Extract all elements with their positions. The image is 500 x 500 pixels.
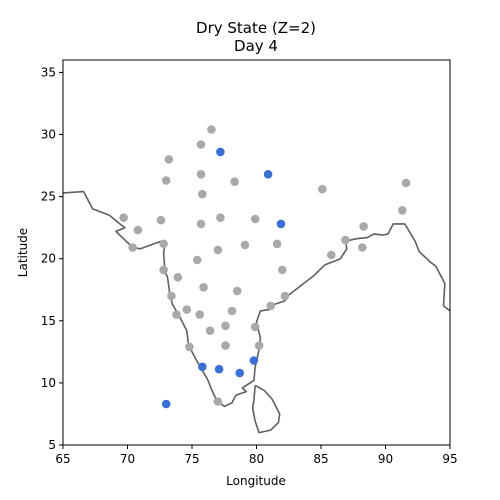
active-station-point-6 xyxy=(214,364,224,374)
y-tick-label: 30 xyxy=(41,128,56,142)
x-tick-label: 95 xyxy=(442,452,457,466)
station-point-23 xyxy=(341,235,350,245)
station-point-19 xyxy=(159,239,168,249)
x-tick-label: 80 xyxy=(249,452,264,466)
station-point-8 xyxy=(318,184,327,194)
station-point-6 xyxy=(230,177,239,186)
active-station-point-4 xyxy=(249,356,259,365)
station-point-39 xyxy=(205,326,215,336)
station-point-33 xyxy=(280,291,290,301)
station-point-18 xyxy=(128,243,137,252)
station-point-28 xyxy=(173,273,183,282)
x-axis-ticks: 65 70 75 80 85 90 95 xyxy=(55,445,458,466)
active-station-point-7 xyxy=(235,368,244,378)
coastline-1 xyxy=(62,190,451,408)
station-point-32 xyxy=(167,291,176,301)
station-point-9 xyxy=(401,178,411,188)
station-point-15 xyxy=(250,214,260,224)
station-point-16 xyxy=(359,222,368,231)
coastline-layer xyxy=(62,190,451,434)
active-station-point-3 xyxy=(276,219,286,229)
station-point-43 xyxy=(221,341,230,350)
x-axis-label: Longitude xyxy=(226,474,286,488)
station-point-38 xyxy=(227,306,237,316)
x-tick-label: 85 xyxy=(313,452,328,466)
station-point-13 xyxy=(196,219,206,229)
station-point-36 xyxy=(182,305,192,314)
active-station-point-1 xyxy=(216,147,225,157)
station-point-2 xyxy=(196,140,206,149)
station-point-17 xyxy=(398,206,407,215)
chart-title: Dry State (Z=2) xyxy=(196,19,316,37)
station-point-40 xyxy=(221,321,230,331)
station-point-4 xyxy=(161,176,171,185)
station-point-3 xyxy=(164,155,174,164)
station-point-44 xyxy=(254,341,264,350)
station-point-45 xyxy=(213,397,223,406)
active-station-point-8 xyxy=(161,399,171,409)
station-point-34 xyxy=(266,301,276,311)
station-point-5 xyxy=(196,170,206,179)
station-point-7 xyxy=(198,189,207,199)
station-point-26 xyxy=(192,255,202,265)
station-point-42 xyxy=(185,342,194,352)
station-point-30 xyxy=(199,283,208,292)
y-axis-label: Latitude xyxy=(16,228,30,277)
y-tick-label: 35 xyxy=(41,65,56,79)
active-station-point-5 xyxy=(198,362,207,372)
station-point-25 xyxy=(327,250,336,260)
y-tick-label: 15 xyxy=(41,314,56,328)
station-point-21 xyxy=(240,240,250,250)
x-tick-label: 70 xyxy=(120,452,135,466)
station-point-12 xyxy=(133,225,143,235)
station-point-11 xyxy=(156,215,166,225)
station-point-14 xyxy=(216,213,225,222)
plot-area-frame xyxy=(62,59,451,446)
x-tick-label: 90 xyxy=(378,452,393,466)
station-point-22 xyxy=(272,239,282,249)
active-station-point-2 xyxy=(263,170,273,179)
station-point-35 xyxy=(172,310,181,319)
station-point-20 xyxy=(213,245,223,255)
x-tick-label: 75 xyxy=(184,452,199,466)
station-point-31 xyxy=(232,286,242,296)
station-points-layer xyxy=(119,125,411,409)
y-tick-label: 25 xyxy=(41,190,56,204)
y-tick-label: 10 xyxy=(41,376,56,390)
y-axis-ticks: 5 10 15 20 25 30 35 xyxy=(41,65,63,452)
station-point-24 xyxy=(358,243,367,252)
y-tick-label: 5 xyxy=(48,438,56,452)
coastline-2 xyxy=(251,384,281,434)
y-tick-label: 20 xyxy=(41,252,56,266)
x-tick-label: 65 xyxy=(55,452,70,466)
station-point-10 xyxy=(119,213,128,222)
station-point-27 xyxy=(159,265,168,275)
station-point-29 xyxy=(278,265,287,275)
station-point-41 xyxy=(250,322,260,332)
chart-subtitle: Day 4 xyxy=(234,37,278,55)
station-point-37 xyxy=(195,310,204,319)
station-point-1 xyxy=(207,125,216,134)
